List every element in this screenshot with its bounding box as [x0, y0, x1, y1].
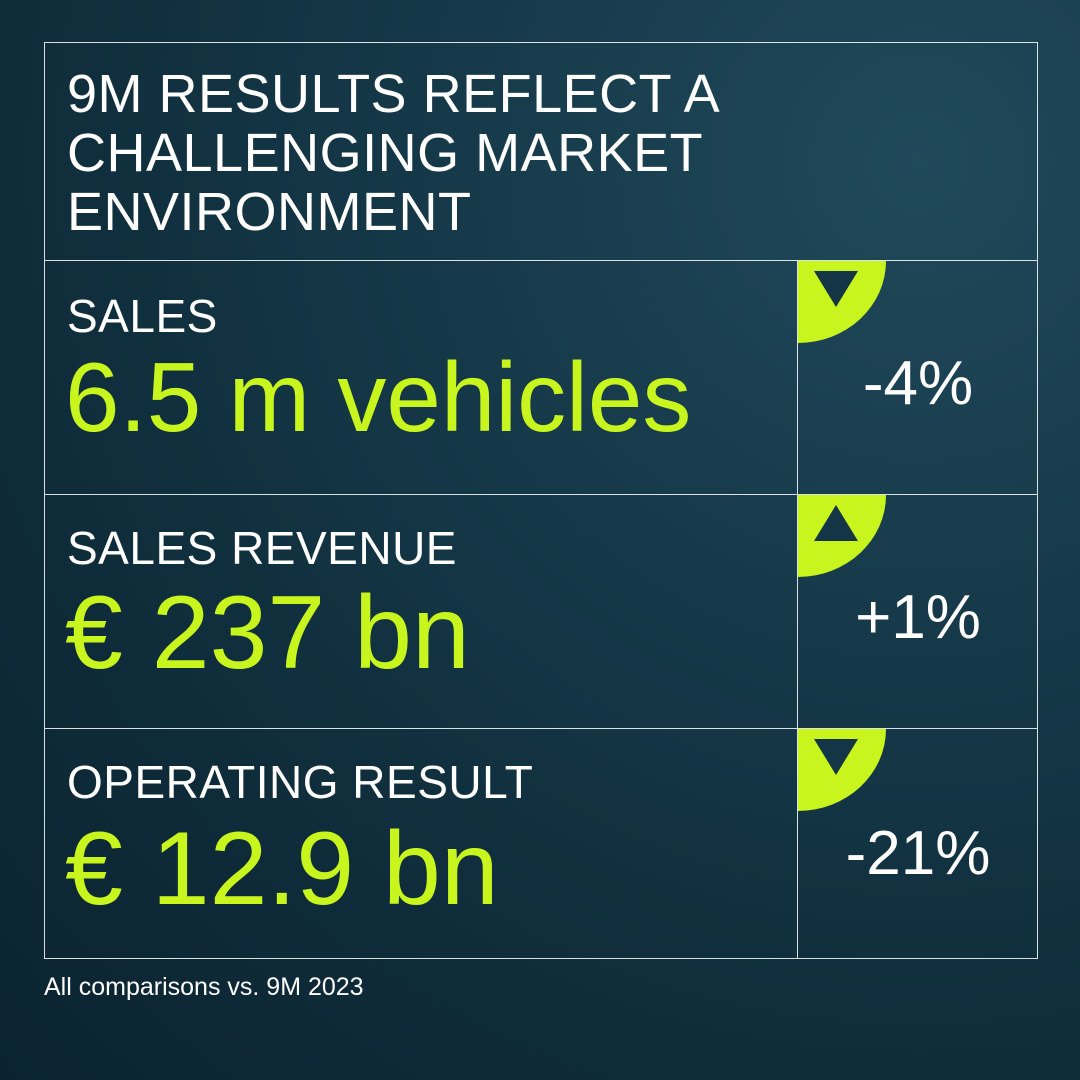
results-card: 9M RESULTS REFLECT A CHALLENGING MARKET … [44, 42, 1038, 959]
change-cell: +1% [797, 495, 1037, 728]
change-value: +1% [855, 583, 981, 652]
metric-label: SALES [67, 290, 218, 342]
change-value: -4% [862, 349, 974, 418]
footnote: All comparisons vs. 9M 2023 [44, 973, 364, 1001]
metric-label: OPERATING RESULT [67, 756, 534, 808]
headline-section: 9M RESULTS REFLECT A CHALLENGING MARKET … [45, 43, 1037, 261]
metric-value: 6.5 m vehicles [65, 342, 692, 452]
triangle-down-icon [814, 271, 858, 307]
headline-line: ENVIRONMENT [67, 182, 472, 242]
headline-line: CHALLENGING MARKET [67, 123, 704, 183]
headline-title: 9M RESULTS REFLECT A CHALLENGING MARKET … [67, 65, 720, 242]
metric-row-sales: SALES 6.5 m vehicles -4% [45, 261, 1037, 495]
change-cell: -21% [797, 729, 1037, 958]
change-badge [798, 495, 886, 577]
headline-line: 9M RESULTS REFLECT A [67, 64, 721, 124]
change-cell: -4% [797, 261, 1037, 494]
change-badge [798, 261, 886, 343]
change-badge [798, 729, 886, 811]
triangle-up-icon [814, 505, 858, 541]
metric-value: € 12.9 bn [65, 811, 499, 927]
triangle-down-icon [814, 739, 858, 775]
metric-value: € 237 bn [65, 575, 470, 691]
change-value: -21% [845, 819, 991, 888]
metric-label: SALES REVENUE [67, 522, 457, 574]
metric-row-operating-result: OPERATING RESULT € 12.9 bn -21% [45, 729, 1037, 958]
metric-row-sales-revenue: SALES REVENUE € 237 bn +1% [45, 495, 1037, 729]
